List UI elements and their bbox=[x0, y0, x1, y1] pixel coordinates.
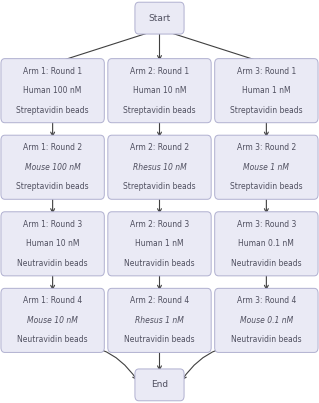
Text: Human 10 nM: Human 10 nM bbox=[133, 86, 186, 95]
Text: Neutravidin beads: Neutravidin beads bbox=[124, 335, 195, 345]
Text: Neutravidin beads: Neutravidin beads bbox=[17, 259, 88, 268]
Text: Neutravidin beads: Neutravidin beads bbox=[231, 259, 302, 268]
Text: Streptavidin beads: Streptavidin beads bbox=[16, 106, 89, 115]
Text: Arm 2: Round 1: Arm 2: Round 1 bbox=[130, 66, 189, 76]
FancyBboxPatch shape bbox=[1, 212, 104, 276]
Text: Streptavidin beads: Streptavidin beads bbox=[123, 182, 196, 191]
FancyBboxPatch shape bbox=[215, 135, 318, 199]
Text: Mouse 0.1 nM: Mouse 0.1 nM bbox=[240, 316, 293, 325]
Text: Human 0.1 nM: Human 0.1 nM bbox=[238, 239, 294, 248]
Text: Arm 3: Round 2: Arm 3: Round 2 bbox=[237, 143, 296, 152]
Text: End: End bbox=[151, 380, 168, 389]
FancyBboxPatch shape bbox=[215, 59, 318, 123]
Text: Neutravidin beads: Neutravidin beads bbox=[231, 335, 302, 345]
FancyBboxPatch shape bbox=[1, 59, 104, 123]
Text: Neutravidin beads: Neutravidin beads bbox=[124, 259, 195, 268]
FancyBboxPatch shape bbox=[1, 135, 104, 199]
FancyBboxPatch shape bbox=[108, 135, 211, 199]
Text: Arm 1: Round 3: Arm 1: Round 3 bbox=[23, 220, 82, 229]
FancyBboxPatch shape bbox=[135, 2, 184, 34]
Text: Human 100 nM: Human 100 nM bbox=[24, 86, 82, 95]
Text: Arm 2: Round 3: Arm 2: Round 3 bbox=[130, 220, 189, 229]
Text: Mouse 1 nM: Mouse 1 nM bbox=[243, 163, 289, 172]
Text: Streptavidin beads: Streptavidin beads bbox=[16, 182, 89, 191]
Text: Arm 1: Round 2: Arm 1: Round 2 bbox=[23, 143, 82, 152]
Text: Mouse 100 nM: Mouse 100 nM bbox=[25, 163, 80, 172]
Text: Streptavidin beads: Streptavidin beads bbox=[230, 106, 303, 115]
Text: Human 1 nM: Human 1 nM bbox=[242, 86, 291, 95]
Text: Human 10 nM: Human 10 nM bbox=[26, 239, 79, 248]
Text: Human 1 nM: Human 1 nM bbox=[135, 239, 184, 248]
FancyBboxPatch shape bbox=[108, 212, 211, 276]
FancyBboxPatch shape bbox=[215, 289, 318, 352]
Text: Arm 2: Round 4: Arm 2: Round 4 bbox=[130, 296, 189, 305]
Text: Arm 3: Round 3: Arm 3: Round 3 bbox=[237, 220, 296, 229]
Text: Rhesus 1 nM: Rhesus 1 nM bbox=[135, 316, 184, 325]
Text: Mouse 10 nM: Mouse 10 nM bbox=[27, 316, 78, 325]
Text: Neutravidin beads: Neutravidin beads bbox=[17, 335, 88, 345]
FancyBboxPatch shape bbox=[1, 289, 104, 352]
Text: Arm 1: Round 4: Arm 1: Round 4 bbox=[23, 296, 82, 305]
Text: Streptavidin beads: Streptavidin beads bbox=[230, 182, 303, 191]
Text: Arm 3: Round 4: Arm 3: Round 4 bbox=[237, 296, 296, 305]
Text: Arm 2: Round 2: Arm 2: Round 2 bbox=[130, 143, 189, 152]
FancyBboxPatch shape bbox=[108, 59, 211, 123]
Text: Arm 1: Round 1: Arm 1: Round 1 bbox=[23, 66, 82, 76]
FancyBboxPatch shape bbox=[215, 212, 318, 276]
Text: Streptavidin beads: Streptavidin beads bbox=[123, 106, 196, 115]
FancyBboxPatch shape bbox=[135, 369, 184, 401]
Text: Start: Start bbox=[148, 14, 171, 23]
FancyBboxPatch shape bbox=[108, 289, 211, 352]
Text: Rhesus 10 nM: Rhesus 10 nM bbox=[133, 163, 186, 172]
Text: Arm 3: Round 1: Arm 3: Round 1 bbox=[237, 66, 296, 76]
